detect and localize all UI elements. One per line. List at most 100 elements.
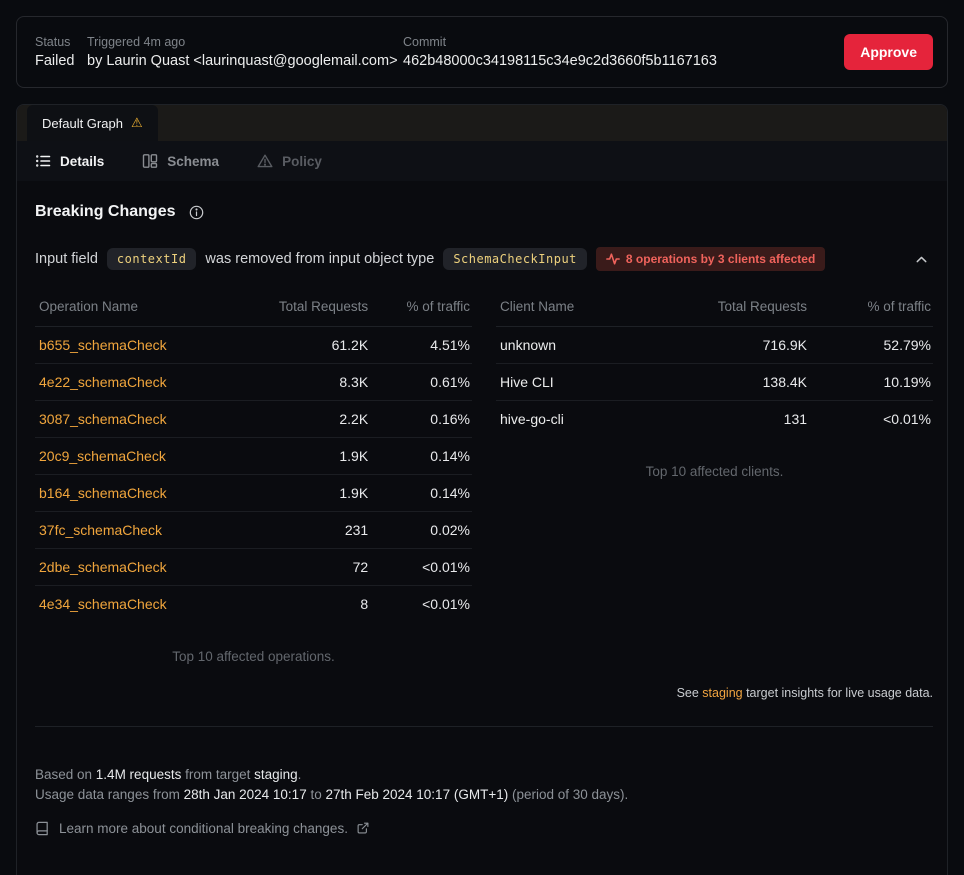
- change-middle: was removed from input object type: [205, 251, 435, 267]
- total-requests-value: 1.9K: [339, 448, 369, 464]
- insights-note-suffix: target insights for live usage data.: [742, 685, 933, 700]
- plain-text: to: [306, 786, 326, 802]
- plain-text: (period of 30 days).: [508, 786, 629, 802]
- breaking-change-row: Input field contextId was removed from i…: [35, 247, 933, 271]
- status-value: Failed: [35, 53, 75, 69]
- col-total-requests: Total Requests: [639, 299, 810, 327]
- clients-caption: Top 10 affected clients.: [645, 463, 784, 479]
- affected-badge-label: 8 operations by 3 clients affected: [625, 252, 816, 266]
- status-block: Status Failed: [35, 35, 87, 69]
- usage-line-2: Usage data ranges from 28th Jan 2024 10:…: [35, 785, 933, 805]
- client-name: unknown: [500, 337, 557, 353]
- operations-header-row: Operation Name Total Requests % of traff…: [35, 299, 472, 327]
- table-row: 20c9_schemaCheck 1.9K 0.14%: [35, 438, 472, 475]
- insights-note-prefix: See: [676, 685, 703, 700]
- tab-policy-label: Policy: [282, 153, 322, 169]
- check-detail-card: Default Graph ⚠ Details S: [16, 104, 948, 875]
- collapse-chevron-up-icon[interactable]: [910, 248, 933, 271]
- status-label: Status: [35, 35, 71, 49]
- col-pct-traffic: % of traffic: [809, 299, 933, 327]
- operation-link[interactable]: 3087_schemaCheck: [39, 411, 167, 427]
- graph-warning-icon: ⚠: [130, 115, 143, 130]
- col-client-name: Client Name: [496, 299, 640, 327]
- commit-hash: 462b48000c34198115c34e9c2d3660f5b1167163: [403, 53, 717, 69]
- tab-schema[interactable]: Schema: [142, 153, 219, 169]
- total-requests-value: 8.3K: [339, 374, 369, 390]
- emphasized-text: 28th Jan 2024 10:17: [183, 786, 307, 802]
- clients-table: Client Name Total Requests % of traffic …: [496, 299, 933, 438]
- learn-more-link[interactable]: Learn more about conditional breaking ch…: [35, 821, 933, 836]
- plain-text: from target: [181, 766, 255, 782]
- operation-link[interactable]: 20c9_schemaCheck: [39, 448, 166, 464]
- tab-details[interactable]: Details: [35, 153, 104, 169]
- plain-text: Based on: [35, 766, 96, 782]
- total-requests-value: 2.2K: [339, 411, 369, 427]
- total-requests-value: 72: [352, 559, 369, 575]
- clients-table-block: Client Name Total Requests % of traffic …: [496, 299, 933, 479]
- operations-table-block: Operation Name Total Requests % of traff…: [35, 299, 472, 664]
- field-code-badge: contextId: [106, 248, 197, 270]
- total-requests-value: 8: [360, 596, 369, 613]
- operation-link[interactable]: 37fc_schemaCheck: [39, 522, 162, 538]
- total-requests-value: 138.4K: [762, 374, 808, 390]
- operations-table: Operation Name Total Requests % of traff…: [35, 299, 472, 623]
- tab-default-graph[interactable]: Default Graph ⚠: [27, 105, 158, 141]
- emphasized-text: staging: [254, 766, 298, 782]
- tab-schema-label: Schema: [167, 153, 220, 169]
- clients-header-row: Client Name Total Requests % of traffic: [496, 299, 933, 327]
- operation-link[interactable]: 4e34_schemaCheck: [39, 596, 167, 613]
- traffic-pct-value: 0.02%: [430, 522, 470, 538]
- breaking-changes-title: Breaking Changes: [35, 203, 176, 220]
- list-icon: [35, 153, 51, 169]
- book-icon: [35, 821, 50, 836]
- graph-tab-label: Default Graph: [42, 115, 123, 131]
- section-divider: [35, 725, 933, 727]
- traffic-pct-value: 4.51%: [430, 337, 470, 353]
- triggered-by: by Laurin Quast <laurinquast@googlemail.…: [87, 53, 398, 69]
- operation-link[interactable]: 2dbe_schemaCheck: [39, 559, 167, 575]
- operation-link[interactable]: b655_schemaCheck: [39, 337, 167, 353]
- table-row: hive-go-cli 131 <0.01%: [496, 401, 933, 438]
- approve-button[interactable]: Approve: [844, 34, 933, 70]
- table-row: 3087_schemaCheck 2.2K 0.16%: [35, 401, 472, 438]
- tab-policy[interactable]: Policy: [257, 153, 322, 169]
- operation-link[interactable]: b164_schemaCheck: [39, 485, 167, 501]
- traffic-pct-value: 10.19%: [883, 374, 931, 390]
- check-summary-card: Status Failed Triggered 4m ago by Laurin…: [16, 16, 948, 88]
- warning-triangle-icon: [257, 153, 273, 169]
- table-row: 4e22_schemaCheck 8.3K 0.61%: [35, 364, 472, 401]
- total-requests-value: 131: [783, 411, 808, 428]
- client-name: hive-go-cli: [500, 411, 564, 428]
- affected-tables: Operation Name Total Requests % of traff…: [35, 299, 933, 664]
- traffic-pct-value: <0.01%: [422, 596, 470, 613]
- emphasized-text: 27th Feb 2024 10:17 (GMT+1): [325, 786, 509, 802]
- usage-summary: Based on 1.4M requests from target stagi…: [35, 765, 933, 805]
- schema-icon: [142, 153, 158, 169]
- total-requests-value: 1.9K: [339, 485, 369, 501]
- commit-block: Commit 462b48000c34198115c34e9c2d3660f5b…: [403, 35, 717, 69]
- learn-more-label: Learn more about conditional breaking ch…: [59, 820, 348, 836]
- traffic-pct-value: 0.14%: [430, 448, 470, 464]
- client-name: Hive CLI: [500, 374, 554, 390]
- operation-link[interactable]: 4e22_schemaCheck: [39, 374, 167, 390]
- total-requests-value: 716.9K: [762, 337, 808, 353]
- info-icon[interactable]: [189, 205, 204, 220]
- col-total-requests: Total Requests: [230, 299, 371, 327]
- triggered-label: Triggered 4m ago: [87, 35, 186, 49]
- tab-details-label: Details: [60, 153, 105, 169]
- staging-target-link[interactable]: staging: [702, 685, 743, 700]
- col-pct-traffic: % of traffic: [370, 299, 472, 327]
- table-row: b164_schemaCheck 1.9K 0.14%: [35, 475, 472, 512]
- commit-label: Commit: [403, 35, 447, 49]
- affected-operations-badge[interactable]: 8 operations by 3 clients affected: [595, 247, 826, 271]
- check-nav: Details Schema Policy: [17, 141, 947, 181]
- traffic-pct-value: <0.01%: [883, 411, 931, 428]
- graph-tabstrip: Default Graph ⚠: [17, 105, 947, 141]
- usage-line-1: Based on 1.4M requests from target stagi…: [35, 765, 933, 785]
- traffic-pct-value: 0.14%: [430, 485, 470, 501]
- total-requests-value: 231: [344, 522, 369, 538]
- traffic-pct-value: 0.16%: [430, 411, 470, 427]
- details-content: Breaking Changes Input field contextId w…: [17, 181, 947, 836]
- emphasized-text: 1.4M requests: [95, 766, 182, 782]
- change-prefix: Input field: [35, 251, 98, 267]
